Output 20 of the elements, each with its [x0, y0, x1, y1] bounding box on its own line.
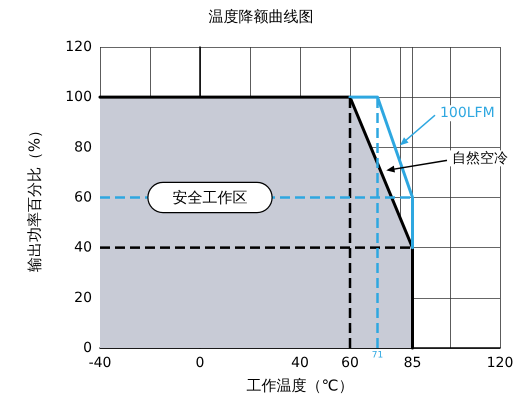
annotation: 71 [372, 350, 384, 360]
x-tick-label: -40 [88, 355, 112, 371]
y-tick-label: 0 [83, 340, 92, 356]
x-tick-label: 85 [404, 355, 422, 371]
y-tick-label: 20 [74, 290, 92, 306]
annotation: 安全工作区 [172, 188, 248, 206]
chart-title: 温度降额曲线图 [208, 8, 314, 26]
legend-label: 自然空冷 [452, 150, 508, 166]
x-tick-label: 0 [196, 355, 204, 371]
x-tick-label: 60 [341, 355, 359, 371]
x-tick-label: 120 [486, 355, 514, 371]
text: 100LFM [440, 105, 495, 122]
y-tick-label: 40 [74, 240, 92, 256]
x-tick-label: 40 [291, 355, 309, 371]
y-tick-label: 80 [74, 139, 92, 156]
y-tick-label: 100 [65, 89, 92, 106]
x-axis-title: 工作温度（℃） [246, 376, 354, 394]
y-tick-label: 120 [65, 39, 92, 55]
y-axis-title: 输出功率百分比（%） [26, 122, 44, 272]
y-tick-label: 60 [74, 190, 92, 206]
